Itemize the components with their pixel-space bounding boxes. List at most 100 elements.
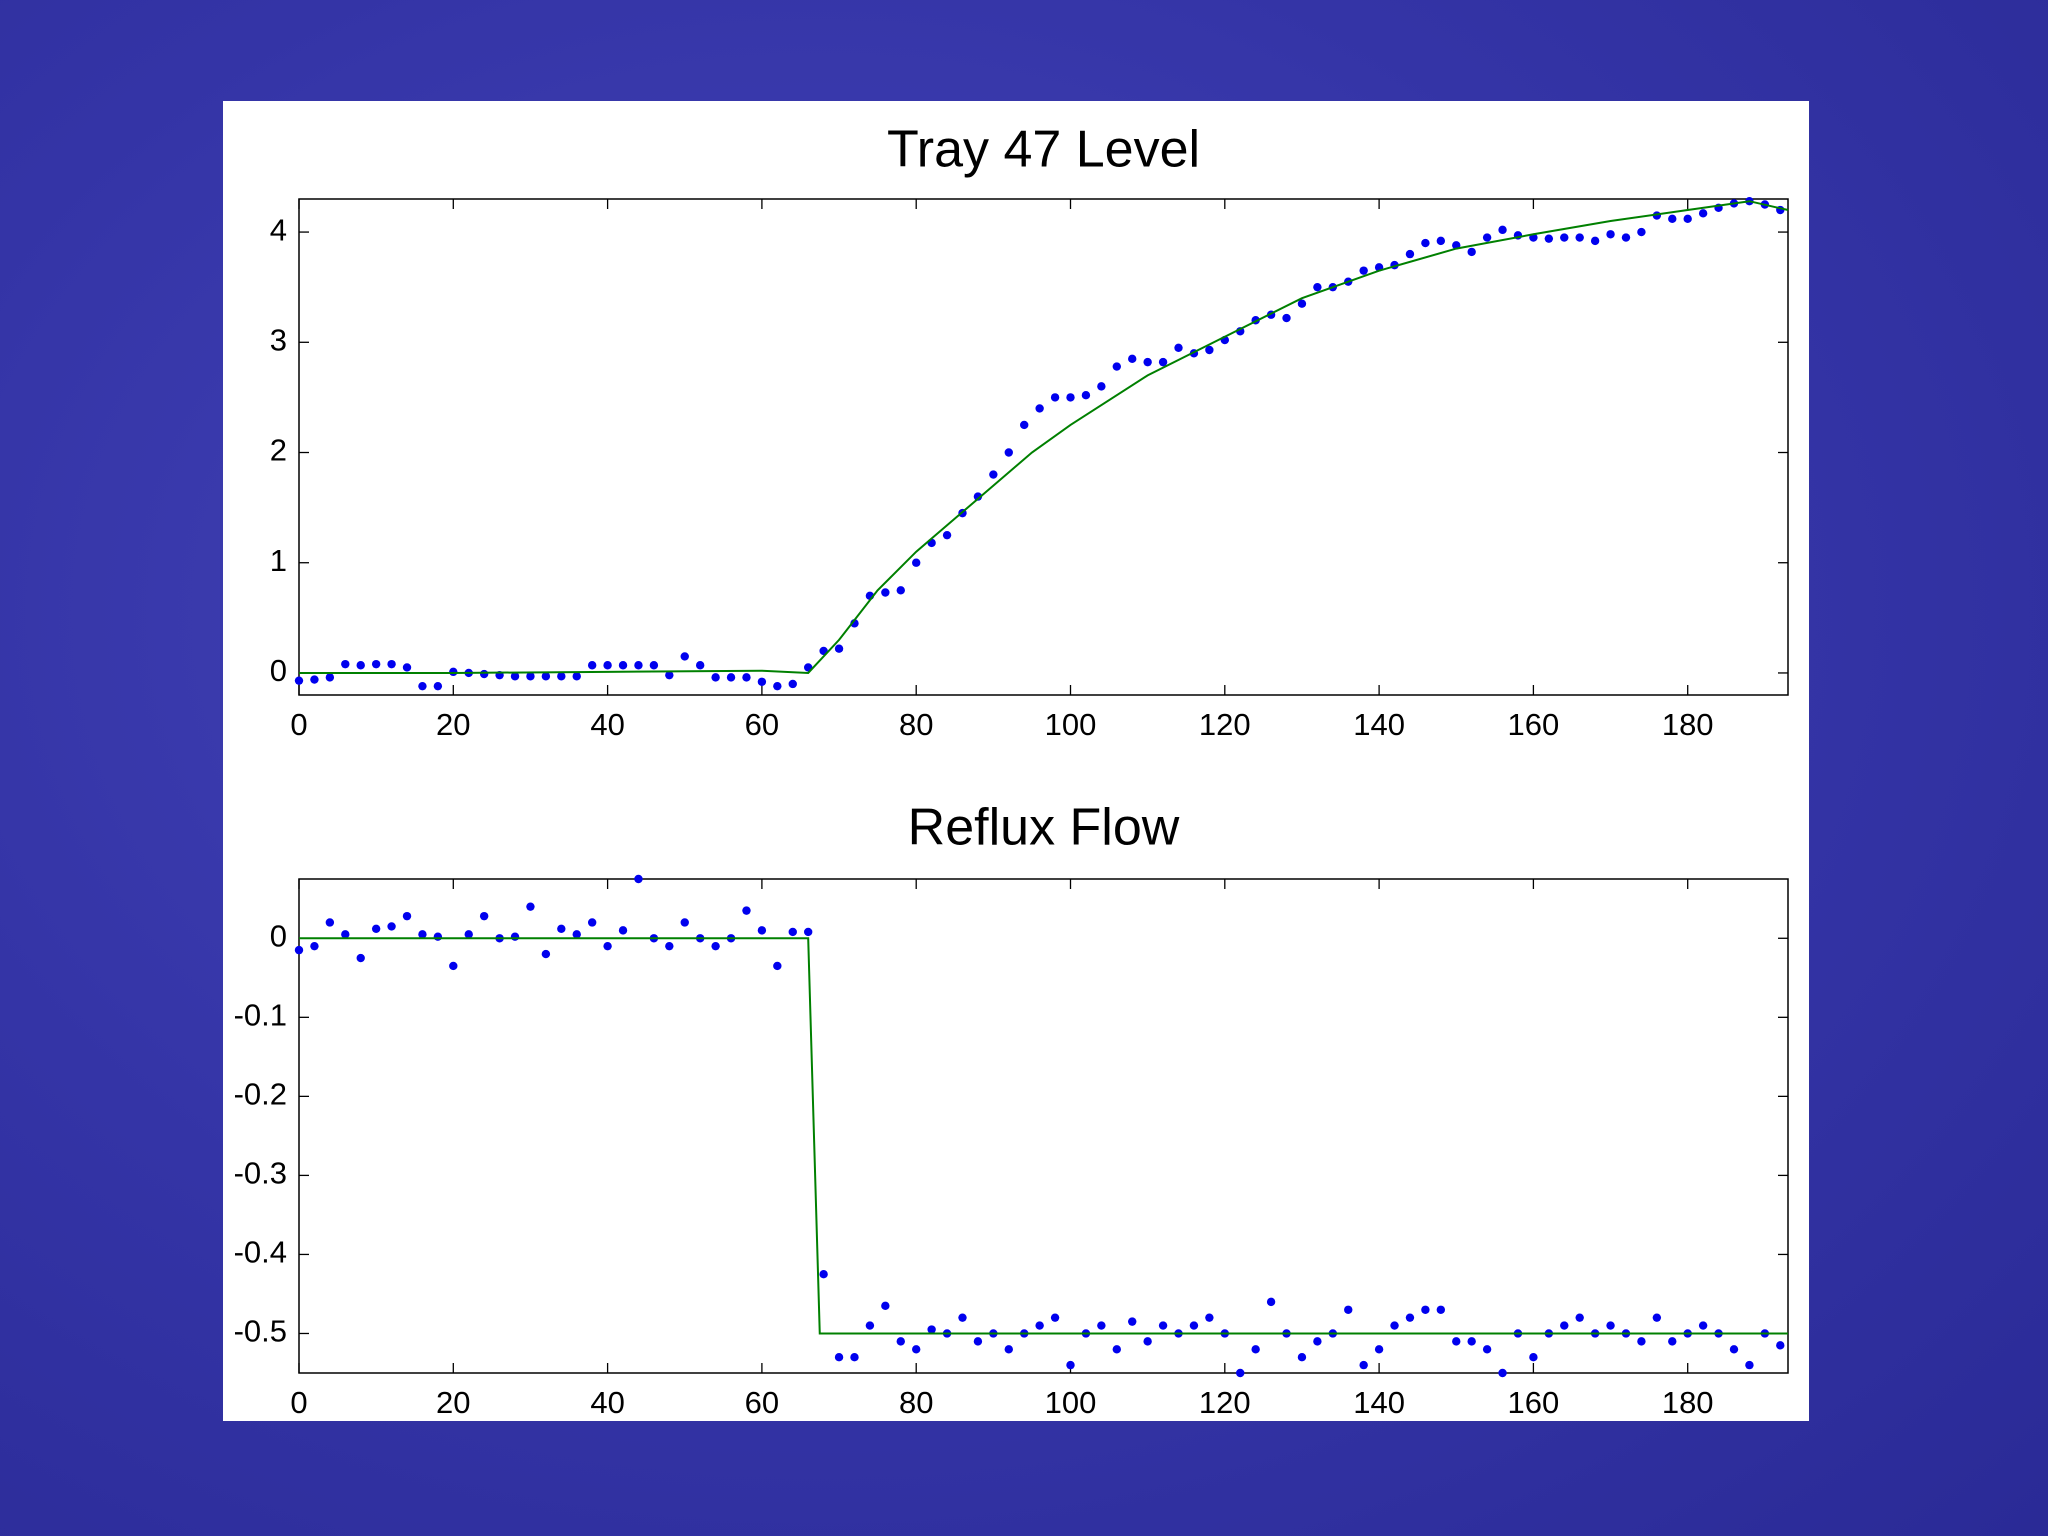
data-point <box>325 918 335 927</box>
data-point <box>1421 1305 1430 1314</box>
data-point <box>865 1321 875 1330</box>
data-point <box>973 1337 983 1346</box>
x-tick-label: 60 <box>745 707 779 742</box>
data-point <box>757 677 767 686</box>
x-tick-label: 180 <box>1662 1385 1714 1420</box>
data-point <box>618 661 628 670</box>
data-point <box>834 644 844 653</box>
x-tick-label: 160 <box>1508 707 1560 742</box>
data-point <box>387 922 396 931</box>
data-point <box>1668 1337 1677 1346</box>
data-point <box>1729 1345 1739 1354</box>
data-point <box>1637 1337 1646 1346</box>
x-tick-label: 120 <box>1199 1385 1251 1420</box>
data-point <box>1205 345 1214 355</box>
data-point <box>711 673 720 682</box>
data-point <box>665 670 674 680</box>
data-point <box>665 941 674 951</box>
data-point <box>1498 225 1507 235</box>
data-point <box>1128 1317 1137 1326</box>
x-tick-label: 0 <box>290 1385 307 1420</box>
data-point <box>1297 1352 1307 1362</box>
x-tick-label: 140 <box>1353 1385 1405 1420</box>
data-point <box>1112 1345 1121 1354</box>
data-point <box>1097 382 1106 391</box>
data-point <box>1606 1321 1615 1330</box>
data-point <box>1313 282 1322 292</box>
chart-title: Reflux Flow <box>908 799 1180 857</box>
data-point <box>371 659 381 669</box>
data-point <box>433 681 443 691</box>
data-point <box>773 961 782 971</box>
y-tick-label: 3 <box>270 322 287 357</box>
y-tick-label: 4 <box>270 212 287 247</box>
data-point <box>634 661 643 670</box>
data-point <box>742 906 751 915</box>
data-point <box>834 1352 844 1362</box>
data-point <box>1344 1305 1353 1314</box>
data-point <box>526 672 535 681</box>
data-point <box>310 675 319 684</box>
data-point <box>1020 420 1029 430</box>
data-point <box>881 1301 890 1311</box>
data-point <box>1004 1345 1013 1354</box>
data-point <box>1652 1313 1662 1322</box>
data-point <box>449 961 458 971</box>
data-point <box>479 911 489 921</box>
y-tick-label: 0 <box>270 918 287 953</box>
data-point <box>1606 230 1615 239</box>
data-point <box>587 918 597 927</box>
data-point <box>510 672 520 681</box>
data-point <box>1128 354 1137 364</box>
data-point <box>1529 1352 1538 1362</box>
data-point <box>1482 233 1492 242</box>
data-point <box>1421 238 1430 248</box>
data-point <box>1266 1297 1276 1307</box>
data-point <box>510 932 520 941</box>
x-tick-label: 100 <box>1045 1385 1097 1420</box>
x-tick-label: 160 <box>1508 1385 1560 1420</box>
y-tick-label: -0.5 <box>234 1314 287 1349</box>
data-point <box>1251 1345 1260 1354</box>
data-point <box>1390 1321 1399 1330</box>
x-tick-label: 40 <box>590 1385 624 1420</box>
data-point <box>1436 236 1446 246</box>
data-point <box>1112 362 1121 371</box>
y-tick-label: -0.1 <box>234 998 287 1033</box>
data-point <box>1374 1345 1384 1354</box>
data-point <box>587 661 597 670</box>
data-point <box>572 672 581 681</box>
data-point <box>1436 1305 1446 1314</box>
data-point <box>1189 1321 1199 1330</box>
data-point <box>1405 249 1415 259</box>
data-point <box>711 941 720 951</box>
data-point <box>356 661 365 670</box>
data-point <box>788 927 797 937</box>
data-point <box>294 945 304 955</box>
data-point <box>1544 234 1554 243</box>
data-point <box>1621 233 1631 242</box>
data-point <box>449 667 458 677</box>
data-point <box>1405 1313 1415 1322</box>
data-point <box>1467 247 1476 257</box>
y-tick-label: 1 <box>270 543 287 578</box>
data-point <box>1158 1321 1168 1330</box>
plot-frame <box>298 878 1789 1374</box>
data-point <box>325 673 335 682</box>
data-point <box>1575 233 1584 242</box>
x-tick-label: 120 <box>1199 707 1251 742</box>
data-point <box>958 1313 967 1322</box>
data-point <box>1066 1360 1075 1370</box>
x-tick-label: 60 <box>745 1385 779 1420</box>
fit-line <box>299 200 1789 674</box>
data-point <box>1205 1313 1214 1322</box>
data-point <box>1143 357 1152 367</box>
data-point <box>634 874 643 884</box>
data-point <box>1590 236 1600 246</box>
data-point <box>1143 1337 1152 1346</box>
data-point <box>896 586 905 595</box>
data-point <box>1637 227 1646 237</box>
data-point <box>1698 209 1708 218</box>
x-tick-label: 0 <box>290 707 307 742</box>
